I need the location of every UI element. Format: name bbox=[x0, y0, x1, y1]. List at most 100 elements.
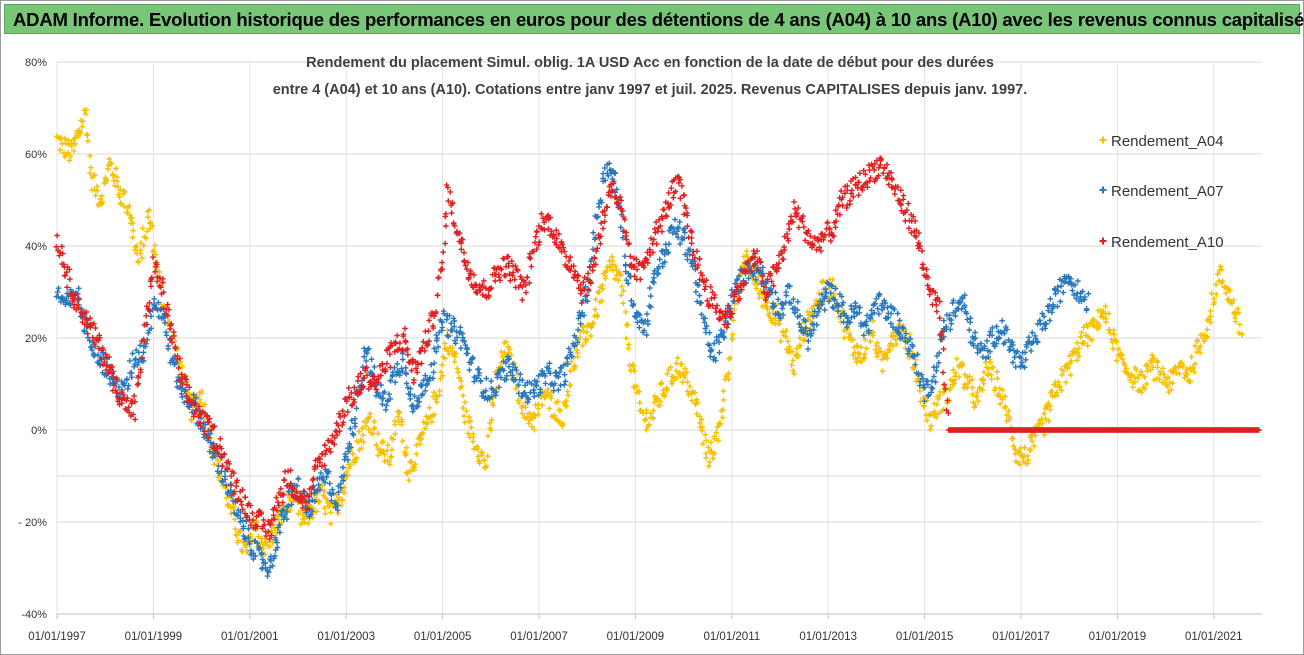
data-point bbox=[396, 409, 402, 416]
data-point bbox=[135, 259, 142, 266]
data-point bbox=[451, 223, 458, 229]
data-point bbox=[1072, 282, 1078, 288]
data-point bbox=[1232, 318, 1239, 325]
data-point bbox=[309, 497, 316, 503]
data-point bbox=[115, 191, 122, 198]
data-point bbox=[346, 441, 353, 447]
data-point bbox=[762, 297, 769, 303]
data-point bbox=[934, 308, 940, 315]
data-point bbox=[66, 157, 73, 164]
data-point bbox=[1160, 365, 1166, 372]
data-point bbox=[129, 215, 135, 221]
data-point bbox=[742, 280, 749, 286]
data-point bbox=[555, 417, 561, 424]
data-point bbox=[109, 364, 116, 370]
data-point bbox=[608, 193, 614, 199]
data-point bbox=[626, 362, 633, 369]
data-point bbox=[534, 378, 540, 385]
data-point bbox=[422, 372, 429, 379]
data-point bbox=[480, 284, 486, 290]
data-point bbox=[734, 284, 740, 290]
data-point bbox=[560, 244, 567, 251]
data-point bbox=[514, 266, 520, 273]
data-point bbox=[386, 391, 392, 397]
data-point bbox=[833, 207, 839, 213]
data-point bbox=[109, 379, 116, 386]
data-point bbox=[349, 402, 355, 409]
data-point bbox=[585, 286, 591, 293]
data-point bbox=[881, 164, 888, 171]
data-point bbox=[711, 354, 717, 361]
data-point bbox=[1237, 321, 1243, 328]
data-point bbox=[794, 345, 800, 352]
data-point bbox=[796, 321, 803, 327]
data-point bbox=[987, 348, 993, 355]
data-point bbox=[867, 175, 874, 181]
data-point bbox=[952, 313, 959, 319]
data-point bbox=[1161, 371, 1167, 377]
data-point bbox=[493, 389, 500, 395]
data-point bbox=[263, 539, 270, 545]
data-point bbox=[674, 355, 681, 361]
data-point bbox=[451, 318, 458, 324]
data-point bbox=[198, 423, 204, 429]
data-point bbox=[910, 353, 917, 360]
data-point bbox=[713, 429, 720, 436]
data-point bbox=[858, 344, 864, 350]
data-point bbox=[94, 187, 101, 194]
data-point bbox=[766, 289, 773, 295]
data-point bbox=[506, 363, 512, 370]
data-point bbox=[535, 411, 541, 418]
data-point bbox=[517, 371, 524, 377]
data-point bbox=[724, 321, 731, 327]
data-point bbox=[708, 347, 715, 353]
data-point bbox=[1211, 299, 1218, 305]
data-point bbox=[531, 427, 537, 433]
data-point bbox=[763, 294, 770, 300]
data-point bbox=[336, 410, 342, 417]
data-point bbox=[1111, 331, 1118, 338]
data-point bbox=[838, 188, 844, 194]
data-point bbox=[950, 367, 956, 373]
data-point bbox=[694, 248, 700, 254]
data-point bbox=[916, 230, 922, 236]
data-point bbox=[411, 377, 417, 383]
data-point bbox=[564, 354, 570, 361]
data-point bbox=[322, 442, 328, 449]
data-point bbox=[419, 345, 425, 351]
data-point bbox=[250, 556, 257, 562]
data-point bbox=[113, 165, 119, 172]
data-point bbox=[661, 206, 667, 213]
data-point bbox=[603, 204, 610, 210]
data-point bbox=[574, 339, 581, 346]
data-point bbox=[1057, 298, 1064, 305]
data-point bbox=[334, 432, 340, 438]
data-point bbox=[939, 329, 945, 335]
data-point bbox=[1039, 420, 1046, 426]
data-point bbox=[498, 374, 504, 381]
data-point bbox=[791, 371, 797, 377]
data-point bbox=[571, 364, 577, 370]
data-point bbox=[584, 298, 591, 305]
data-point bbox=[801, 328, 807, 335]
data-point bbox=[420, 419, 427, 425]
data-point bbox=[410, 408, 416, 415]
data-point bbox=[994, 375, 1001, 382]
data-point bbox=[574, 277, 581, 284]
data-point bbox=[275, 524, 281, 531]
data-point bbox=[906, 348, 912, 354]
data-point bbox=[1009, 339, 1016, 345]
data-point bbox=[439, 319, 446, 325]
data-point bbox=[687, 246, 693, 253]
data-point bbox=[349, 430, 356, 437]
data-point bbox=[758, 288, 764, 294]
data-point bbox=[215, 451, 222, 457]
data-point bbox=[400, 356, 406, 363]
data-point bbox=[915, 370, 922, 377]
data-point bbox=[715, 437, 722, 444]
data-point bbox=[761, 290, 768, 296]
data-point bbox=[1011, 354, 1018, 361]
data-point bbox=[696, 292, 703, 299]
data-point bbox=[140, 225, 146, 231]
data-point bbox=[362, 365, 369, 372]
